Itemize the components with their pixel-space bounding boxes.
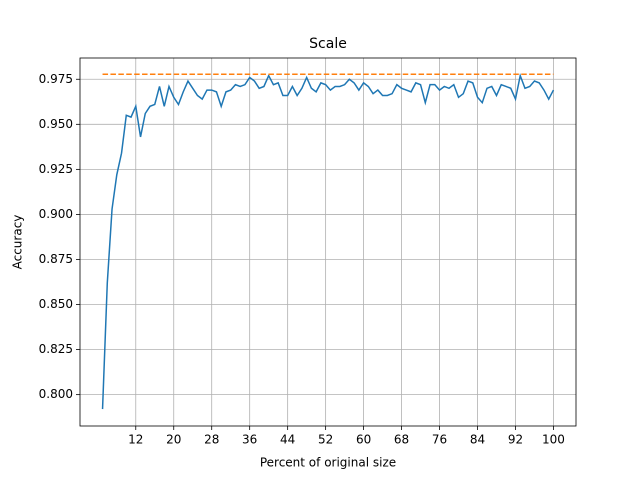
- y-tick-label: 0.925: [39, 162, 73, 176]
- x-tick-label: 68: [394, 433, 409, 447]
- x-tick-label: 100: [542, 433, 565, 447]
- y-tick-label: 0.900: [39, 207, 73, 221]
- x-tick-label: 44: [280, 433, 295, 447]
- x-tick-label: 52: [318, 433, 333, 447]
- y-tick-label: 0.875: [39, 252, 73, 266]
- plot-frame: [79, 57, 577, 427]
- data-line: [101, 72, 555, 410]
- y-tick-label: 0.950: [39, 117, 73, 131]
- y-tick-label: 0.800: [39, 387, 73, 401]
- chart-title: Scale: [309, 36, 347, 52]
- y-tick-label: 0.975: [39, 72, 73, 86]
- x-tick-label: 20: [166, 433, 181, 447]
- x-tick-label: 92: [508, 433, 523, 447]
- x-tick-label: 12: [128, 433, 143, 447]
- y-tick-label: 0.850: [39, 297, 73, 311]
- x-tick-label: 60: [356, 433, 371, 447]
- x-tick-label: 36: [242, 433, 257, 447]
- x-tick-label: 76: [432, 433, 447, 447]
- x-axis-label: Percent of original size: [260, 456, 396, 470]
- y-tick-label: 0.825: [39, 342, 73, 356]
- x-tick-label: 28: [204, 433, 219, 447]
- x-tick-label: 84: [470, 433, 485, 447]
- y-axis-label: Accuracy: [11, 215, 25, 270]
